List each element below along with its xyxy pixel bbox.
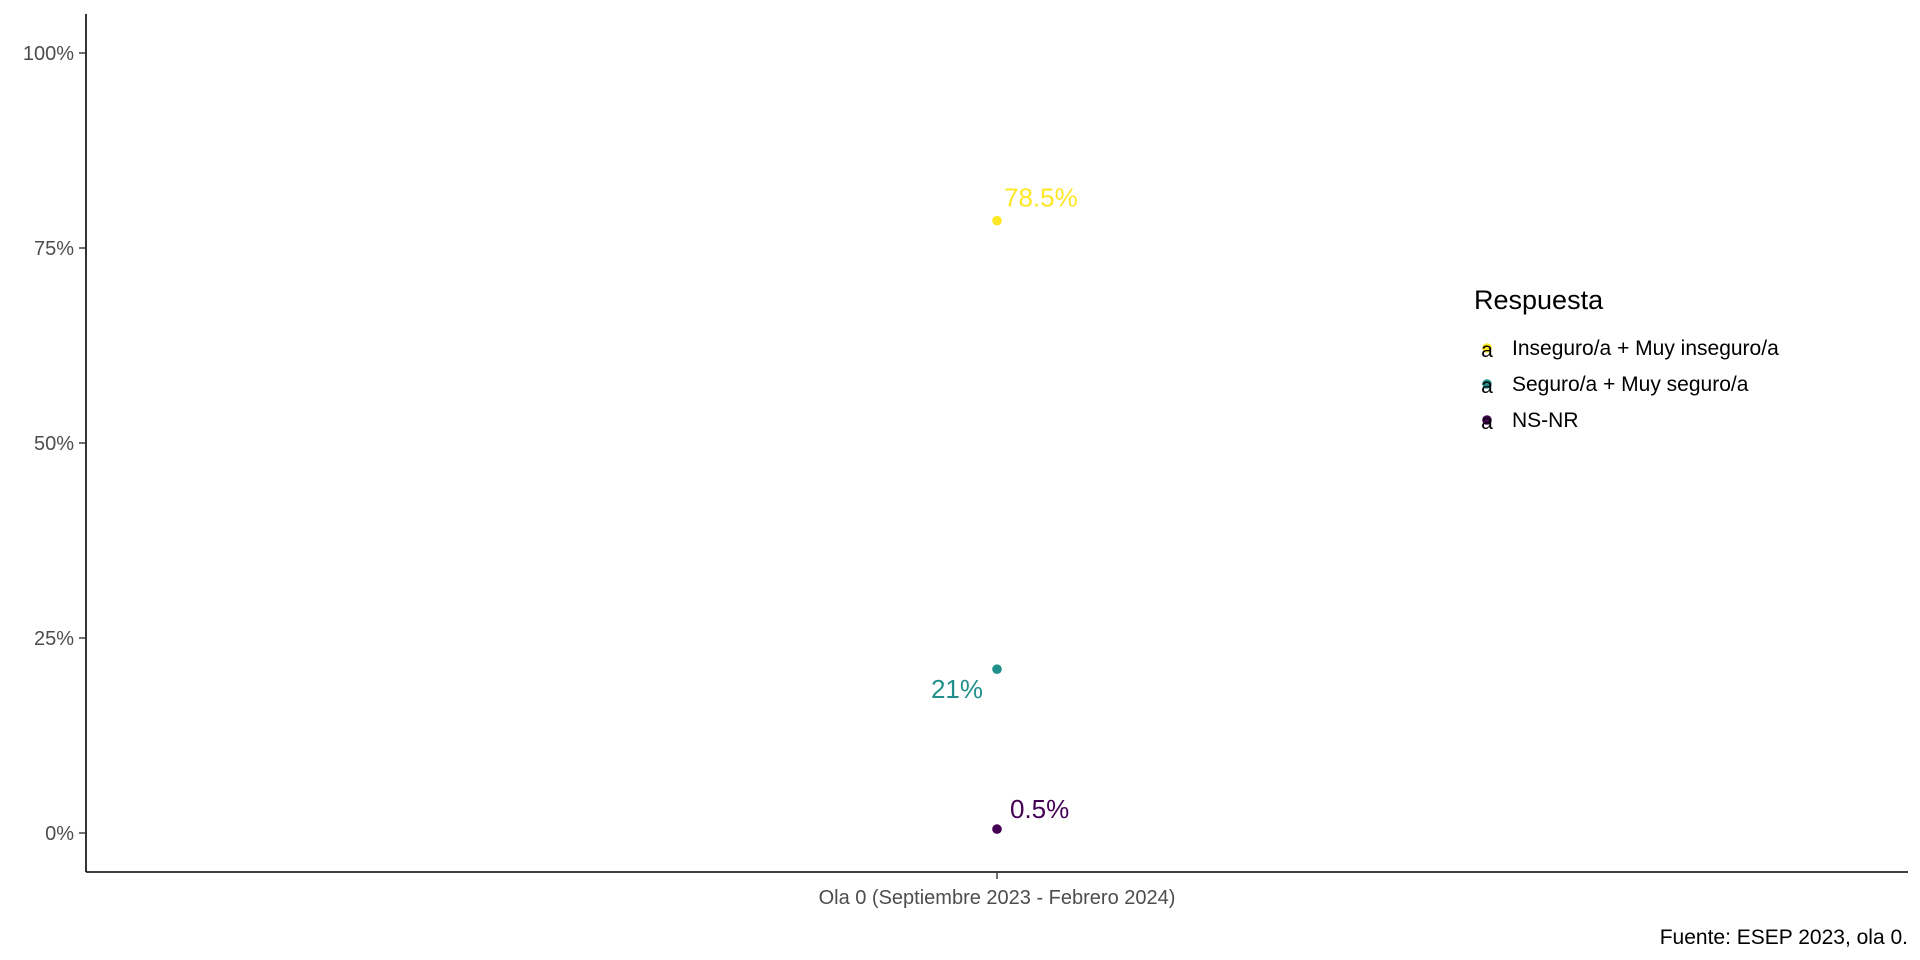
legend-entry-label: Inseguro/a + Muy inseguro/a (1512, 337, 1779, 360)
legend-key: a (1481, 375, 1493, 398)
data-points: 78.5% 21% 0.5% (931, 183, 1078, 834)
y-tick-label: 75% (34, 238, 74, 260)
legend-key-glyph: a (1481, 411, 1493, 434)
legend-key-point (1482, 415, 1492, 425)
y-tick-label: 25% (34, 628, 74, 650)
y-tick-label: 50% (34, 433, 74, 455)
data-label: 21% (931, 674, 983, 704)
data-label: 0.5% (1010, 794, 1069, 824)
data-point (992, 215, 1002, 226)
data-label: 78.5% (1004, 183, 1078, 213)
legend-key: a (1481, 339, 1493, 362)
legend-key-point (1482, 343, 1492, 353)
legend-key-point (1482, 379, 1492, 389)
legend-key-glyph: a (1481, 375, 1493, 398)
data-point (992, 664, 1002, 674)
y-tick-label: 100% (23, 43, 74, 65)
legend-key-glyph: a (1481, 339, 1493, 362)
x-tick-label: Ola 0 (Septiembre 2023 - Febrero 2024) (819, 887, 1176, 909)
legend-key: a (1481, 411, 1493, 434)
axes: 0% 25% 50% 75% 100% Ola 0 (Septiembre 2023 - … (23, 14, 1908, 909)
y-tick-label: 0% (45, 823, 74, 845)
data-point (992, 824, 1002, 834)
legend-entry-label: NS-NR (1512, 409, 1579, 432)
legend: Respuesta a Inseguro/a + Muy inseguro/a a Se… (1474, 285, 1779, 434)
source-caption: Fuente: ESEP 2023, ola 0. (1660, 926, 1908, 949)
legend-title: Respuesta (1474, 285, 1604, 315)
legend-entry-label: Seguro/a + Muy seguro/a (1512, 373, 1749, 396)
